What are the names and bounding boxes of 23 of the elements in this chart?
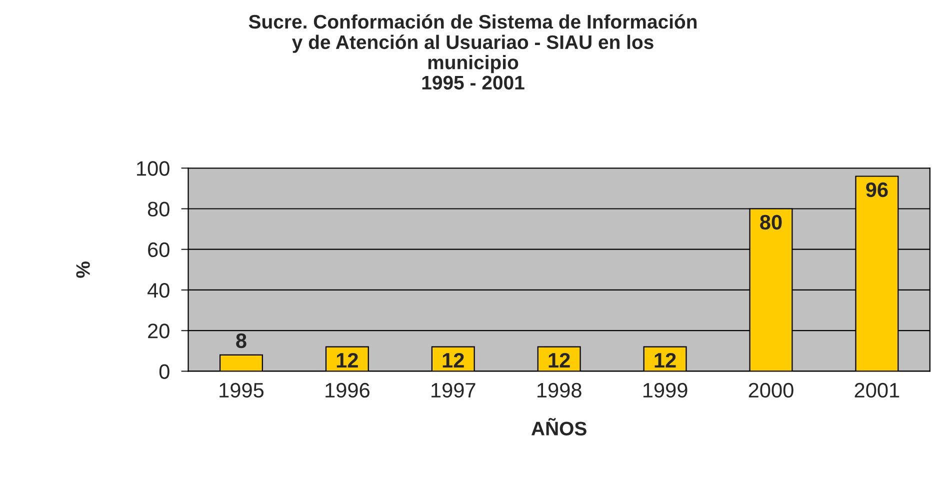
x-tick-label: 1999: [643, 382, 688, 398]
x-tick-label: 1995: [220, 382, 264, 398]
x-tick-label: 1996: [326, 382, 370, 398]
x-tick-label: 1998: [538, 382, 582, 398]
chart-title: Sucre. Conformación de Sistema de Información y de Atención al Usuariao - SIAU en los municipio 1995 - 2001: [248, 14, 697, 90]
x-tick-label: 2001: [854, 382, 900, 398]
data-label: 12: [336, 352, 358, 368]
x-tick-label: 1997: [432, 382, 476, 398]
y-tick-label: 100: [137, 161, 170, 176]
data-label: 12: [548, 352, 570, 368]
x-tick-label: 2000: [748, 382, 794, 398]
data-label: 8: [236, 333, 246, 348]
data-label: 12: [442, 352, 464, 368]
y-tick-label: 40: [148, 282, 170, 298]
y-tick-label: 60: [148, 242, 170, 258]
y-axis-title: %: [76, 262, 90, 278]
data-label: 12: [654, 352, 676, 368]
y-tick-label: 0: [159, 364, 170, 379]
data-label: 96: [866, 182, 888, 198]
x-axis-title: AÑOS: [531, 418, 586, 436]
y-tick-label: 20: [148, 324, 170, 338]
data-label: 80: [760, 214, 782, 230]
y-tick-label: 80: [148, 202, 170, 216]
